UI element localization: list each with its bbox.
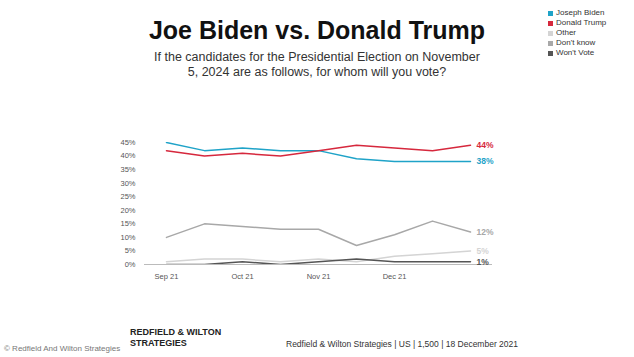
html-text:Donald Trump: Donald Trump: [556, 18, 607, 27]
svg-text:12%: 12%: [477, 227, 494, 237]
svg-text:Nov 21: Nov 21: [307, 272, 331, 281]
svg-text:40%: 40%: [120, 151, 135, 160]
svg-text:Sep 21: Sep 21: [155, 272, 179, 281]
svg-text:0%: 0%: [125, 260, 136, 269]
svg-text:5%: 5%: [477, 246, 490, 256]
svg-text:25%: 25%: [120, 192, 135, 201]
svg-text:38%: 38%: [477, 156, 494, 166]
svg-text:35%: 35%: [120, 165, 135, 174]
svg-text:44%: 44%: [477, 140, 494, 150]
html-text:Joe Biden vs. Donald Trump: Joe Biden vs. Donald Trump: [148, 16, 486, 44]
html-text:Redfield & Wilton Strategies |: Redfield & Wilton Strategies | US | 1,50…: [286, 339, 518, 349]
svg-text:15%: 15%: [120, 219, 135, 228]
svg-text:10%: 10%: [120, 233, 135, 242]
svg-text:30%: 30%: [120, 179, 135, 188]
svg-text:5%: 5%: [125, 246, 136, 255]
html-text:Won't Vote: Won't Vote: [556, 48, 595, 57]
svg-text:Dec 21: Dec 21: [383, 272, 407, 281]
svg-text:45%: 45%: [120, 138, 135, 147]
html-text:REDFIELD & WILTON STRATEGIES: REDFIELD & WILTON STRATEGIES: [130, 327, 222, 348]
html-text:If the candidates for the Pres: If the candidates for the Presidential E…: [154, 50, 480, 79]
svg-text:Oct 21: Oct 21: [231, 272, 253, 281]
html-text:Don't know: Don't know: [556, 38, 596, 47]
html-text:© Redfield And Wilton Strategi: © Redfield And Wilton Strategies: [4, 344, 121, 353]
svg-text:1%: 1%: [477, 257, 490, 267]
html-text:Other: Other: [556, 28, 576, 37]
html-text:Joseph Biden: Joseph Biden: [556, 8, 605, 17]
svg-text:20%: 20%: [120, 206, 135, 215]
